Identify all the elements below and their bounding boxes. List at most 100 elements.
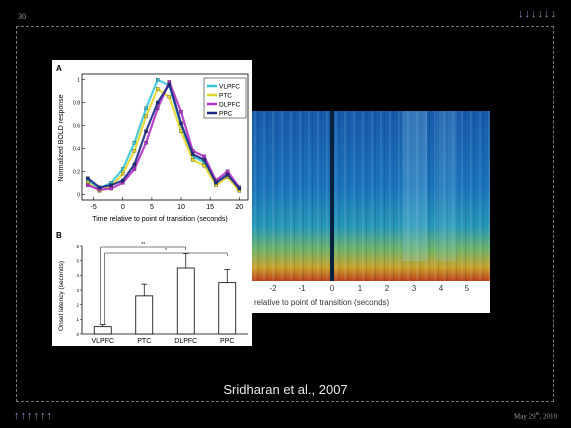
significance-bracket bbox=[104, 252, 228, 325]
data-point-ptc bbox=[144, 114, 148, 119]
x-tick-label: 20 bbox=[235, 204, 243, 211]
data-point-ptc bbox=[202, 163, 207, 168]
x-tick-label: 0 bbox=[121, 204, 125, 211]
significance-label: * bbox=[165, 248, 167, 254]
data-point-ptc bbox=[179, 129, 183, 134]
spectro-tick: 1 bbox=[358, 284, 363, 293]
date-main: May 29 bbox=[514, 412, 536, 420]
data-point-ppc bbox=[132, 162, 137, 167]
bar-y-tick-label: 0 bbox=[76, 332, 79, 337]
data-point-ppc bbox=[155, 100, 160, 105]
line-chart-legend: VLPFC PTC DLPFC PPC bbox=[203, 77, 247, 119]
line-chart-ylabel: Normalized BOLD response bbox=[58, 94, 65, 181]
bar-dlpfc bbox=[176, 267, 195, 335]
slide-number: 30 bbox=[18, 12, 26, 21]
data-point-vlpfc bbox=[155, 77, 160, 82]
data-point-ppc bbox=[225, 173, 230, 177]
nav-down-arrows[interactable]: ↓↓↓↓↓↓ bbox=[518, 8, 557, 20]
spectro-tick: 0 bbox=[330, 284, 335, 293]
bar-category-label: DLPFC bbox=[174, 338, 197, 345]
date-year: , 2010 bbox=[539, 412, 558, 420]
sridharan-figure: A -5 0 5 10 15 20 0 0.2 0.4 0.6 0.8 1 VLPFC PTC DLPFC… bbox=[52, 60, 252, 346]
data-point-ppc bbox=[237, 186, 242, 191]
spectro-xlabel: relative to point of transition (seconds… bbox=[254, 298, 390, 307]
bar-ppc bbox=[218, 282, 237, 335]
bar-y-tick-label: 2 bbox=[76, 302, 79, 307]
spectrogram-image bbox=[252, 111, 490, 281]
data-point-vlpfc bbox=[144, 106, 148, 111]
date-sup: th bbox=[535, 411, 540, 417]
bar-chart-ylabel: Onset latency (seconds) bbox=[58, 261, 65, 331]
spectro-tick: -1 bbox=[298, 284, 306, 293]
spectro-tick: 5 bbox=[465, 284, 470, 293]
x-tick-label: 15 bbox=[206, 204, 214, 211]
bar-chart-bars: VLPFC PTC DLPFC PPC*** bbox=[91, 242, 237, 345]
data-point-ptc bbox=[190, 158, 195, 162]
data-point-dlpfc bbox=[179, 110, 183, 114]
legend-box bbox=[203, 77, 247, 119]
bar-ptc bbox=[135, 295, 154, 335]
line-chart-xlabel: Time relative to point of transition (se… bbox=[92, 216, 228, 223]
data-point-dlpfc bbox=[109, 186, 113, 191]
series-line-ppc bbox=[87, 83, 241, 190]
bar-y-tick-label: 5 bbox=[76, 258, 79, 263]
transition-line bbox=[330, 111, 334, 281]
line-chart-series bbox=[86, 77, 242, 193]
x-tick-label: -5 bbox=[91, 204, 97, 211]
x-tick-label: 10 bbox=[177, 204, 185, 211]
data-point-dlpfc bbox=[86, 183, 90, 187]
y-tick-label: 0.2 bbox=[73, 169, 80, 175]
spectro-tick: -2 bbox=[269, 284, 277, 293]
data-point-dlpfc bbox=[225, 169, 230, 174]
y-tick-label: 0 bbox=[77, 192, 80, 198]
data-point-ptc bbox=[121, 171, 125, 176]
data-point-ppc bbox=[109, 183, 113, 187]
line-chart-axes: -5 0 5 10 15 20 0 0.2 0.4 0.6 0.8 1 bbox=[73, 73, 249, 211]
significance-label: ** bbox=[141, 242, 145, 248]
data-point-ppc bbox=[179, 121, 183, 126]
data-point-ptc bbox=[167, 95, 172, 99]
data-point-ppc bbox=[86, 176, 90, 180]
panel-a-label: A bbox=[56, 64, 62, 73]
bar-category-label: PPC bbox=[220, 338, 234, 345]
data-point-ppc bbox=[144, 129, 148, 134]
data-point-ppc bbox=[202, 158, 207, 162]
spectro-tick: 4 bbox=[439, 284, 444, 293]
data-point-ppc bbox=[97, 185, 102, 190]
bar-vlpfc bbox=[93, 326, 112, 335]
data-point-ptc bbox=[155, 87, 160, 91]
bar-category-label: PTC bbox=[137, 338, 151, 345]
legend-entry: DLPFC bbox=[219, 102, 241, 109]
spectro-tick: 2 bbox=[385, 284, 390, 293]
legend-entry: PPC bbox=[219, 111, 233, 118]
significance-bracket bbox=[100, 246, 186, 325]
spectrogram-figure: -2 -1 0 1 2 3 4 5 relative to point of t… bbox=[252, 111, 490, 313]
bar-y-tick-label: 6 bbox=[76, 244, 79, 249]
slide-frame bbox=[16, 26, 554, 402]
spectrogram-axis: -2 -1 0 1 2 3 4 5 relative to point of t… bbox=[254, 284, 470, 307]
data-point-ppc bbox=[214, 181, 218, 185]
data-point-dlpfc bbox=[144, 140, 148, 145]
legend-entry: PTC bbox=[219, 93, 232, 100]
panel-b-label: B bbox=[56, 231, 62, 240]
citation: Sridharan et al., 2007 bbox=[223, 382, 348, 397]
data-point-ptc bbox=[132, 148, 137, 153]
y-tick-label: 0.4 bbox=[73, 146, 80, 152]
y-tick-label: 0.8 bbox=[73, 101, 80, 107]
data-point-ppc bbox=[121, 178, 125, 183]
legend-entry: VLPFC bbox=[219, 84, 240, 91]
data-point-dlpfc bbox=[202, 154, 207, 159]
bar-y-tick-label: 1 bbox=[76, 317, 79, 322]
data-point-ppc bbox=[190, 152, 195, 156]
nav-up-arrows[interactable]: ↑↑↑↑↑↑ bbox=[14, 410, 53, 422]
y-tick-label: 1 bbox=[77, 78, 80, 84]
line-chart-frame bbox=[81, 73, 249, 201]
data-point-vlpfc bbox=[132, 140, 137, 145]
bar-y-tick-label: 3 bbox=[76, 288, 79, 293]
bar-category-label: VLPFC bbox=[91, 338, 114, 345]
x-tick-label: 5 bbox=[150, 204, 154, 211]
spectro-tick: 3 bbox=[412, 284, 417, 293]
y-tick-label: 0.6 bbox=[73, 124, 80, 130]
data-point-ppc bbox=[167, 82, 172, 87]
